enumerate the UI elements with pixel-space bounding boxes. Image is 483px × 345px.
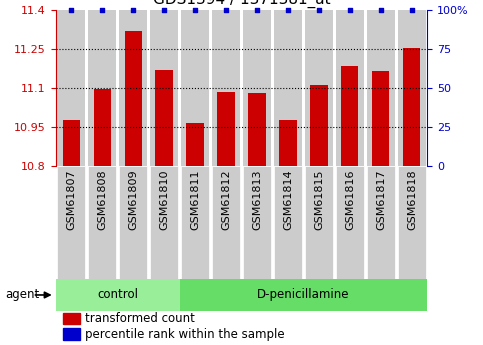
Text: D-penicillamine: D-penicillamine: [257, 288, 350, 302]
Text: GSM61810: GSM61810: [159, 169, 169, 230]
Bar: [181, 166, 209, 283]
Bar: [274, 166, 302, 283]
Bar: [341, 66, 358, 166]
Bar: [88, 10, 116, 166]
Text: GSM61812: GSM61812: [221, 169, 231, 230]
Bar: [181, 10, 209, 166]
Bar: [125, 31, 142, 166]
Bar: [57, 10, 85, 166]
Bar: [156, 70, 172, 166]
Bar: [248, 93, 266, 166]
Bar: [94, 89, 111, 166]
Text: agent: agent: [5, 288, 39, 302]
Point: [408, 8, 416, 13]
Text: GSM61818: GSM61818: [407, 169, 417, 230]
Text: GSM61809: GSM61809: [128, 169, 138, 230]
Text: GSM61813: GSM61813: [252, 169, 262, 230]
Point: [98, 8, 106, 13]
Point: [191, 8, 199, 13]
Bar: [274, 10, 302, 166]
Text: GSM61816: GSM61816: [345, 169, 355, 230]
Bar: [150, 10, 178, 166]
Bar: [305, 166, 333, 283]
Bar: [403, 48, 421, 166]
Point: [160, 8, 168, 13]
Text: transformed count: transformed count: [85, 312, 195, 325]
Bar: [398, 166, 426, 283]
Text: GSM61811: GSM61811: [190, 169, 200, 230]
Bar: [62, 120, 80, 166]
Bar: [243, 166, 271, 283]
Point: [284, 8, 292, 13]
Text: GSM61815: GSM61815: [314, 169, 324, 230]
Text: percentile rank within the sample: percentile rank within the sample: [85, 328, 285, 341]
Bar: [56, 279, 180, 311]
Text: control: control: [97, 288, 138, 302]
Text: GSM61814: GSM61814: [283, 169, 293, 230]
Bar: [243, 10, 271, 166]
Point: [315, 8, 323, 13]
Bar: [280, 120, 297, 166]
Bar: [398, 10, 426, 166]
Bar: [57, 166, 85, 283]
Bar: [119, 10, 147, 166]
Text: GSM61817: GSM61817: [376, 169, 386, 230]
Bar: [119, 166, 147, 283]
Text: GSM61808: GSM61808: [97, 169, 107, 230]
Point: [377, 8, 385, 13]
Bar: [367, 10, 395, 166]
Bar: [63, 313, 80, 324]
Bar: [217, 92, 235, 166]
Title: GDS1394 / 1371381_at: GDS1394 / 1371381_at: [153, 0, 330, 8]
Point: [222, 8, 230, 13]
Bar: [180, 279, 427, 311]
Text: GSM61807: GSM61807: [66, 169, 76, 230]
Bar: [186, 123, 203, 166]
Bar: [372, 71, 389, 166]
Bar: [88, 166, 116, 283]
Point: [253, 8, 261, 13]
Bar: [311, 86, 327, 166]
Bar: [336, 10, 364, 166]
Bar: [212, 166, 240, 283]
Bar: [367, 166, 395, 283]
Bar: [305, 10, 333, 166]
Bar: [336, 166, 364, 283]
Point: [346, 8, 354, 13]
Point: [129, 8, 137, 13]
Bar: [63, 328, 80, 340]
Bar: [150, 166, 178, 283]
Point: [67, 8, 75, 13]
Bar: [212, 10, 240, 166]
